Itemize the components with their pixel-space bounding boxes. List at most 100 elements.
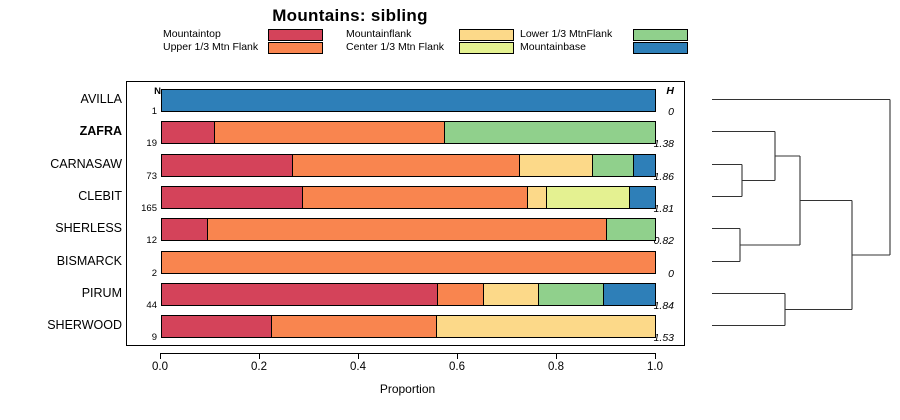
axis-tick (358, 353, 359, 359)
n-value: 165 (141, 203, 157, 214)
bar-segment[interactable] (162, 316, 272, 337)
h-value: 1.84 (653, 300, 674, 312)
category-label-pirum: PIRUM (81, 286, 122, 300)
h-column-header: H (666, 85, 674, 97)
category-label-clebit: CLEBIT (78, 189, 122, 203)
bar-segment[interactable] (603, 284, 655, 305)
bar-segment[interactable] (162, 90, 655, 111)
legend-entry: Upper 1/3 Mtn Flank (163, 41, 323, 54)
n-value: 44 (146, 300, 157, 311)
bar-segment[interactable] (528, 187, 547, 208)
chart-title: Mountains: sibling (272, 6, 428, 25)
stacked-bar-zafra[interactable] (161, 121, 656, 144)
legend-label: Mountaintop (163, 28, 221, 40)
h-value: 1.53 (653, 332, 674, 344)
legend-label: Upper 1/3 Mtn Flank (163, 41, 259, 53)
axis-line (160, 353, 655, 354)
bar-segment[interactable] (207, 219, 607, 240)
legend-column-1: Mountaintop Upper 1/3 Mtn Flank (163, 28, 323, 58)
axis-tick-label: 0.6 (449, 361, 465, 373)
bar-segment[interactable] (593, 155, 635, 176)
h-value: 0 (668, 106, 674, 118)
bar-segment[interactable] (483, 284, 540, 305)
axis-tick-label: 0.2 (251, 361, 267, 373)
bar-segment[interactable] (436, 316, 655, 337)
bar-segment[interactable] (444, 122, 655, 143)
axis-tick (556, 353, 557, 359)
bar-segment[interactable] (437, 284, 484, 305)
category-label-avilla: AVILLA (80, 92, 122, 106)
legend: Mountaintop Upper 1/3 Mtn Flank Mountain… (163, 28, 688, 58)
dendrogram-svg (712, 98, 891, 327)
legend-entry: Mountaintop (163, 28, 323, 41)
axis-tick-label: 1.0 (647, 361, 663, 373)
legend-entry: Mountainbase (520, 41, 688, 54)
stacked-bar-carnasaw[interactable] (161, 154, 656, 177)
stacked-bar-clebit[interactable] (161, 186, 656, 209)
h-value: 1.38 (653, 138, 674, 150)
bar-segment[interactable] (162, 187, 304, 208)
bar-segment[interactable] (606, 219, 655, 240)
legend-label: Center 1/3 Mtn Flank (346, 41, 445, 53)
axis-tick (655, 353, 656, 359)
bar-segment[interactable] (162, 284, 438, 305)
stacked-bar-sherless[interactable] (161, 218, 656, 241)
h-value: 0.82 (653, 235, 674, 247)
bar-segment[interactable] (629, 187, 655, 208)
axis-tick-label: 0.0 (152, 361, 168, 373)
category-label-sherwood: SHERWOOD (47, 318, 122, 332)
legend-label: Mountainflank (346, 28, 412, 40)
axis-tick (259, 353, 260, 359)
bar-segment[interactable] (546, 187, 630, 208)
n-value: 12 (146, 235, 157, 246)
legend-label: Mountainbase (520, 41, 586, 53)
bar-segment[interactable] (539, 284, 604, 305)
legend-swatch-lower-third (633, 29, 688, 41)
bar-segment[interactable] (292, 155, 521, 176)
n-column-header: N (154, 86, 161, 97)
n-value: 2 (151, 268, 157, 279)
bar-segment[interactable] (303, 187, 529, 208)
plot-panel: N H 1 0 19 1.38 73 1.86 165 1.81 12 0.82 2 0 44 1.84 9 1.… (126, 81, 685, 346)
axis-tick-label: 0.8 (548, 361, 564, 373)
legend-entry: Lower 1/3 MtnFlank (520, 28, 688, 41)
axis-tick (457, 353, 458, 359)
h-value: 1.81 (653, 203, 674, 215)
n-value: 73 (146, 171, 157, 182)
legend-entry: Center 1/3 Mtn Flank (346, 41, 514, 54)
h-value: 1.86 (653, 171, 674, 183)
bar-segment[interactable] (214, 122, 445, 143)
stacked-bar-pirum[interactable] (161, 283, 656, 306)
n-value: 1 (151, 106, 157, 117)
axis-tick (160, 353, 161, 359)
bar-segment[interactable] (272, 316, 437, 337)
n-value: 9 (151, 332, 157, 343)
stacked-bar-avilla[interactable] (161, 89, 656, 112)
category-label-bismarck: BISMARCK (56, 254, 122, 268)
stacked-bar-bismarck[interactable] (161, 251, 656, 274)
legend-entry: Mountainflank (346, 28, 514, 41)
legend-label: Lower 1/3 MtnFlank (520, 28, 613, 40)
legend-swatch-center-third (459, 42, 514, 54)
bar-segment[interactable] (162, 219, 208, 240)
axis-tick-label: 0.4 (350, 361, 366, 373)
bar-segment[interactable] (634, 155, 655, 176)
axis-title: Proportion (379, 382, 436, 396)
bar-segment[interactable] (162, 155, 293, 176)
legend-swatch-mountaintop (268, 29, 323, 41)
legend-swatch-mountainbase (633, 42, 688, 54)
bar-segment[interactable] (162, 252, 655, 273)
n-value: 19 (146, 138, 157, 149)
category-label-zafra: ZAFRA (79, 124, 122, 138)
h-value: 0 (668, 268, 674, 280)
category-label-sherless: SHERLESS (55, 221, 122, 235)
bar-segment[interactable] (162, 122, 215, 143)
stacked-bar-sherwood[interactable] (161, 315, 656, 338)
legend-swatch-upper-third (268, 42, 323, 54)
dendrogram (690, 81, 895, 346)
category-label-carnasaw: CARNASAW (50, 157, 122, 171)
legend-swatch-mountainflank (459, 29, 514, 41)
bar-segment[interactable] (520, 155, 594, 176)
legend-column-2: Mountainflank Center 1/3 Mtn Flank (346, 28, 514, 58)
